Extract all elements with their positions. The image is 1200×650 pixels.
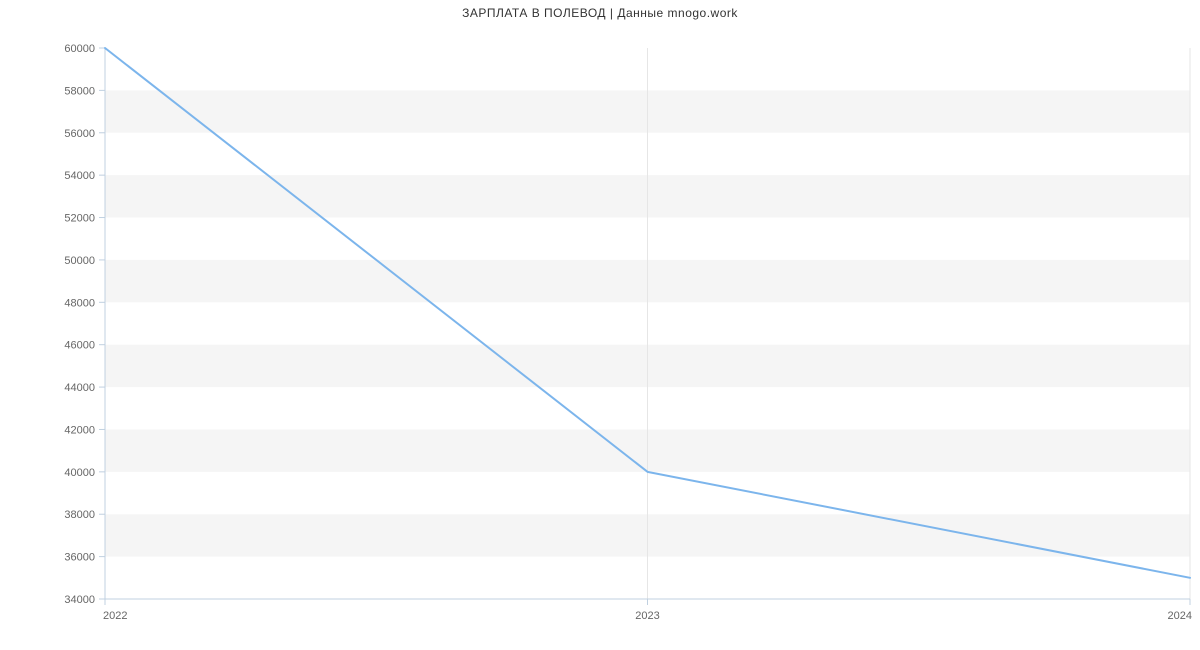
svg-text:2023: 2023: [635, 610, 659, 622]
svg-text:2022: 2022: [103, 610, 127, 622]
svg-text:34000: 34000: [64, 594, 95, 606]
svg-text:40000: 40000: [64, 467, 95, 479]
svg-text:52000: 52000: [64, 213, 95, 225]
svg-text:60000: 60000: [64, 43, 95, 55]
salary-line-chart: ЗАРПЛАТА В ПОЛЕВОД | Данные mnogo.work 3…: [0, 0, 1200, 650]
svg-text:50000: 50000: [64, 255, 95, 267]
svg-text:48000: 48000: [64, 297, 95, 309]
svg-text:42000: 42000: [64, 424, 95, 436]
chart-svg: 34000 36000 38000 40000 42000 44000 46000 48000…: [0, 0, 1200, 650]
svg-text:58000: 58000: [64, 85, 95, 97]
svg-text:56000: 56000: [64, 128, 95, 140]
svg-text:44000: 44000: [64, 382, 95, 394]
svg-text:2024: 2024: [1168, 610, 1192, 622]
svg-text:46000: 46000: [64, 340, 95, 352]
svg-text:36000: 36000: [64, 552, 95, 564]
chart-title: ЗАРПЛАТА В ПОЛЕВОД | Данные mnogo.work: [0, 6, 1200, 20]
svg-text:54000: 54000: [64, 170, 95, 182]
svg-text:38000: 38000: [64, 509, 95, 521]
